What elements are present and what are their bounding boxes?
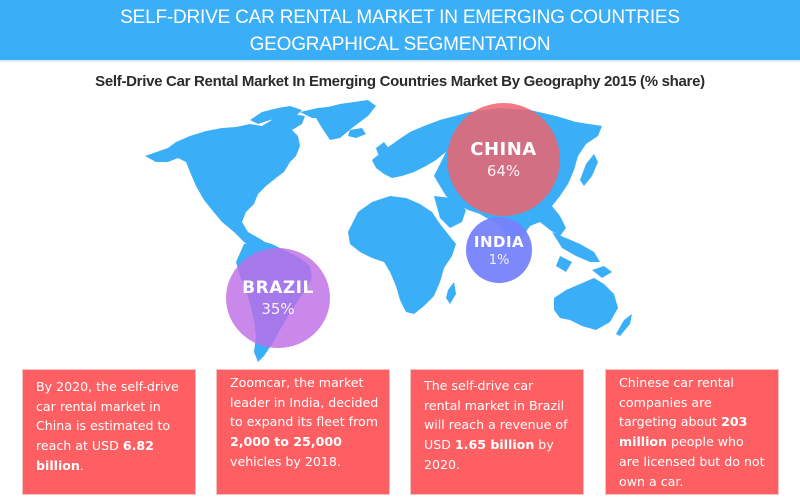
highlight-value: 2,000 to 25,000 bbox=[230, 434, 342, 450]
highlight-value: 6.82 billion bbox=[36, 438, 154, 473]
title-line-2: GEOGRAPHICAL SEGMENTATION bbox=[249, 34, 551, 55]
fact-card-zoomcar: Zoomcar, the market leader in India, dec… bbox=[216, 369, 390, 495]
brazil-bubble: BRAZIL 35% bbox=[226, 248, 330, 348]
fact-card-china-targets: Chinese car rental companies are targeti… bbox=[605, 369, 779, 495]
china-share: 64% bbox=[486, 162, 521, 180]
brazil-share: 35% bbox=[261, 300, 295, 318]
highlight-value: 1.65 billion bbox=[454, 437, 535, 453]
africa-shape bbox=[348, 196, 456, 314]
fact-card-china-market: By 2020, the self-drive car rental marke… bbox=[22, 369, 196, 495]
title-line-1: SELF-DRIVE CAR RENTAL MARKET IN EMERGING… bbox=[120, 7, 680, 28]
china-label: CHINA bbox=[470, 139, 537, 160]
highlight-value: 203 million bbox=[619, 414, 748, 450]
china-bubble: CHINA 64% bbox=[447, 103, 560, 216]
title-banner: SELF-DRIVE CAR RENTAL MARKET IN EMERGING… bbox=[0, 0, 800, 62]
arctic-islands-shape bbox=[250, 106, 302, 124]
north-america-shape bbox=[145, 114, 305, 252]
australia-shape bbox=[554, 278, 618, 330]
india-share: 1% bbox=[488, 252, 510, 268]
brazil-label: BRAZIL bbox=[242, 278, 314, 298]
india-bubble: INDIA 1% bbox=[466, 217, 532, 283]
fact-card-brazil-market: The self-drive car rental market in Braz… bbox=[410, 369, 584, 495]
india-label: INDIA bbox=[473, 232, 525, 251]
greenland-shape bbox=[316, 100, 376, 140]
chart-subtitle: Self-Drive Car Rental Market In Emerging… bbox=[95, 73, 705, 90]
